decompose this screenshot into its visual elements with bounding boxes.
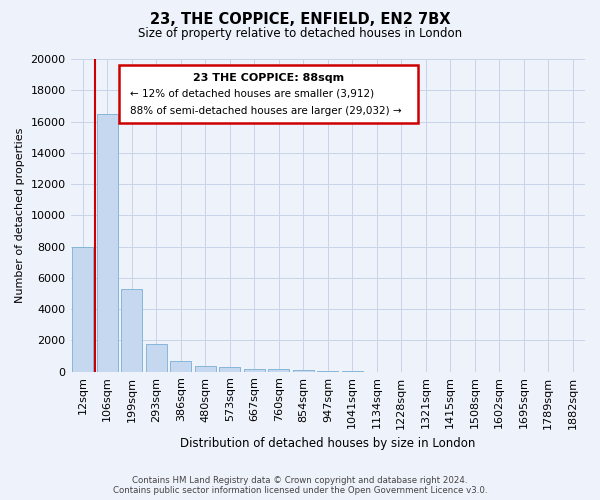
- Text: 88% of semi-detached houses are larger (29,032) →: 88% of semi-detached houses are larger (…: [130, 106, 401, 116]
- Y-axis label: Number of detached properties: Number of detached properties: [15, 128, 25, 303]
- FancyBboxPatch shape: [119, 66, 418, 123]
- Bar: [195, 366, 215, 372]
- Bar: [73, 246, 93, 372]
- Bar: [293, 370, 314, 372]
- Bar: [268, 369, 289, 372]
- Text: ← 12% of detached houses are smaller (3,912): ← 12% of detached houses are smaller (3,…: [130, 88, 374, 99]
- Bar: [170, 360, 191, 372]
- Bar: [121, 289, 142, 372]
- Text: Contains HM Land Registry data © Crown copyright and database right 2024.
Contai: Contains HM Land Registry data © Crown c…: [113, 476, 487, 495]
- X-axis label: Distribution of detached houses by size in London: Distribution of detached houses by size …: [180, 437, 475, 450]
- Bar: [317, 370, 338, 372]
- Text: Size of property relative to detached houses in London: Size of property relative to detached ho…: [138, 28, 462, 40]
- Bar: [146, 344, 167, 371]
- Bar: [244, 368, 265, 372]
- Bar: [220, 368, 240, 372]
- Bar: [97, 114, 118, 372]
- Text: 23, THE COPPICE, ENFIELD, EN2 7BX: 23, THE COPPICE, ENFIELD, EN2 7BX: [150, 12, 450, 28]
- Text: 23 THE COPPICE: 88sqm: 23 THE COPPICE: 88sqm: [193, 73, 344, 83]
